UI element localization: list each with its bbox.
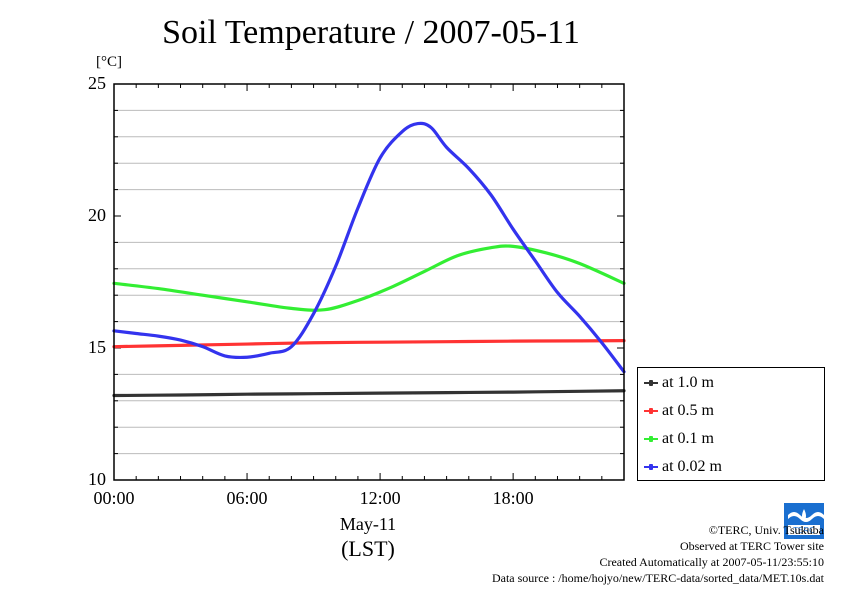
- x-tick-label: 18:00: [492, 488, 534, 508]
- y-axis-unit: [°C]: [96, 54, 122, 70]
- plot-frame: [113, 83, 625, 481]
- legend-swatch: [644, 436, 658, 442]
- x-tick-label: 12:00: [359, 488, 401, 508]
- legend-swatch: [644, 464, 658, 470]
- legend-label: at 0.02 m: [662, 458, 722, 475]
- x-axis-timezone-label: (LST): [341, 536, 395, 561]
- legend-label: at 0.1 m: [662, 430, 714, 447]
- legend-label: at 1.0 m: [662, 374, 714, 391]
- legend-item: at 0.02 m: [644, 455, 722, 479]
- legend-item: at 0.1 m: [644, 427, 714, 451]
- legend-label: at 0.5 m: [662, 402, 714, 419]
- credit-source: Data source : /home/hojyo/new/TERC-data/…: [491, 571, 824, 585]
- credit-site: Observed at TERC Tower site: [679, 539, 824, 553]
- series-line-at-1-0-m: [112, 389, 626, 398]
- series-line-at-0-1-m: [112, 244, 626, 312]
- y-tick-label: 10: [88, 469, 106, 489]
- logo-text: TERC: [793, 526, 815, 535]
- legend: at 1.0 m at 0.5 m at 0.1 m at 0.02 m: [637, 367, 825, 481]
- chart-title: Soil Temperature / 2007-05-11: [162, 14, 580, 51]
- y-tick-label: 20: [88, 205, 106, 225]
- x-tick-label: 06:00: [226, 488, 268, 508]
- x-axis-date-label: May-11: [339, 514, 397, 534]
- credit-copyright: ©TERC, Univ. Tsukuba: [708, 523, 824, 537]
- terc-logo: TERC: [784, 503, 824, 539]
- plot-area: [114, 84, 624, 480]
- legend-item: at 0.5 m: [644, 399, 714, 423]
- credit-created: Created Automatically at 2007-05-11/23:5…: [599, 555, 824, 569]
- credits: ©TERC, Univ. Tsukuba Observed at TERC To…: [492, 522, 824, 586]
- legend-item: at 1.0 m: [644, 371, 714, 395]
- x-tick-label: 00:00: [93, 488, 135, 508]
- y-tick-label: 25: [88, 73, 106, 93]
- legend-swatch: [644, 380, 658, 386]
- series-line-at-0-02-m: [112, 121, 626, 374]
- legend-swatch: [644, 408, 658, 414]
- y-tick-label: 15: [88, 337, 106, 357]
